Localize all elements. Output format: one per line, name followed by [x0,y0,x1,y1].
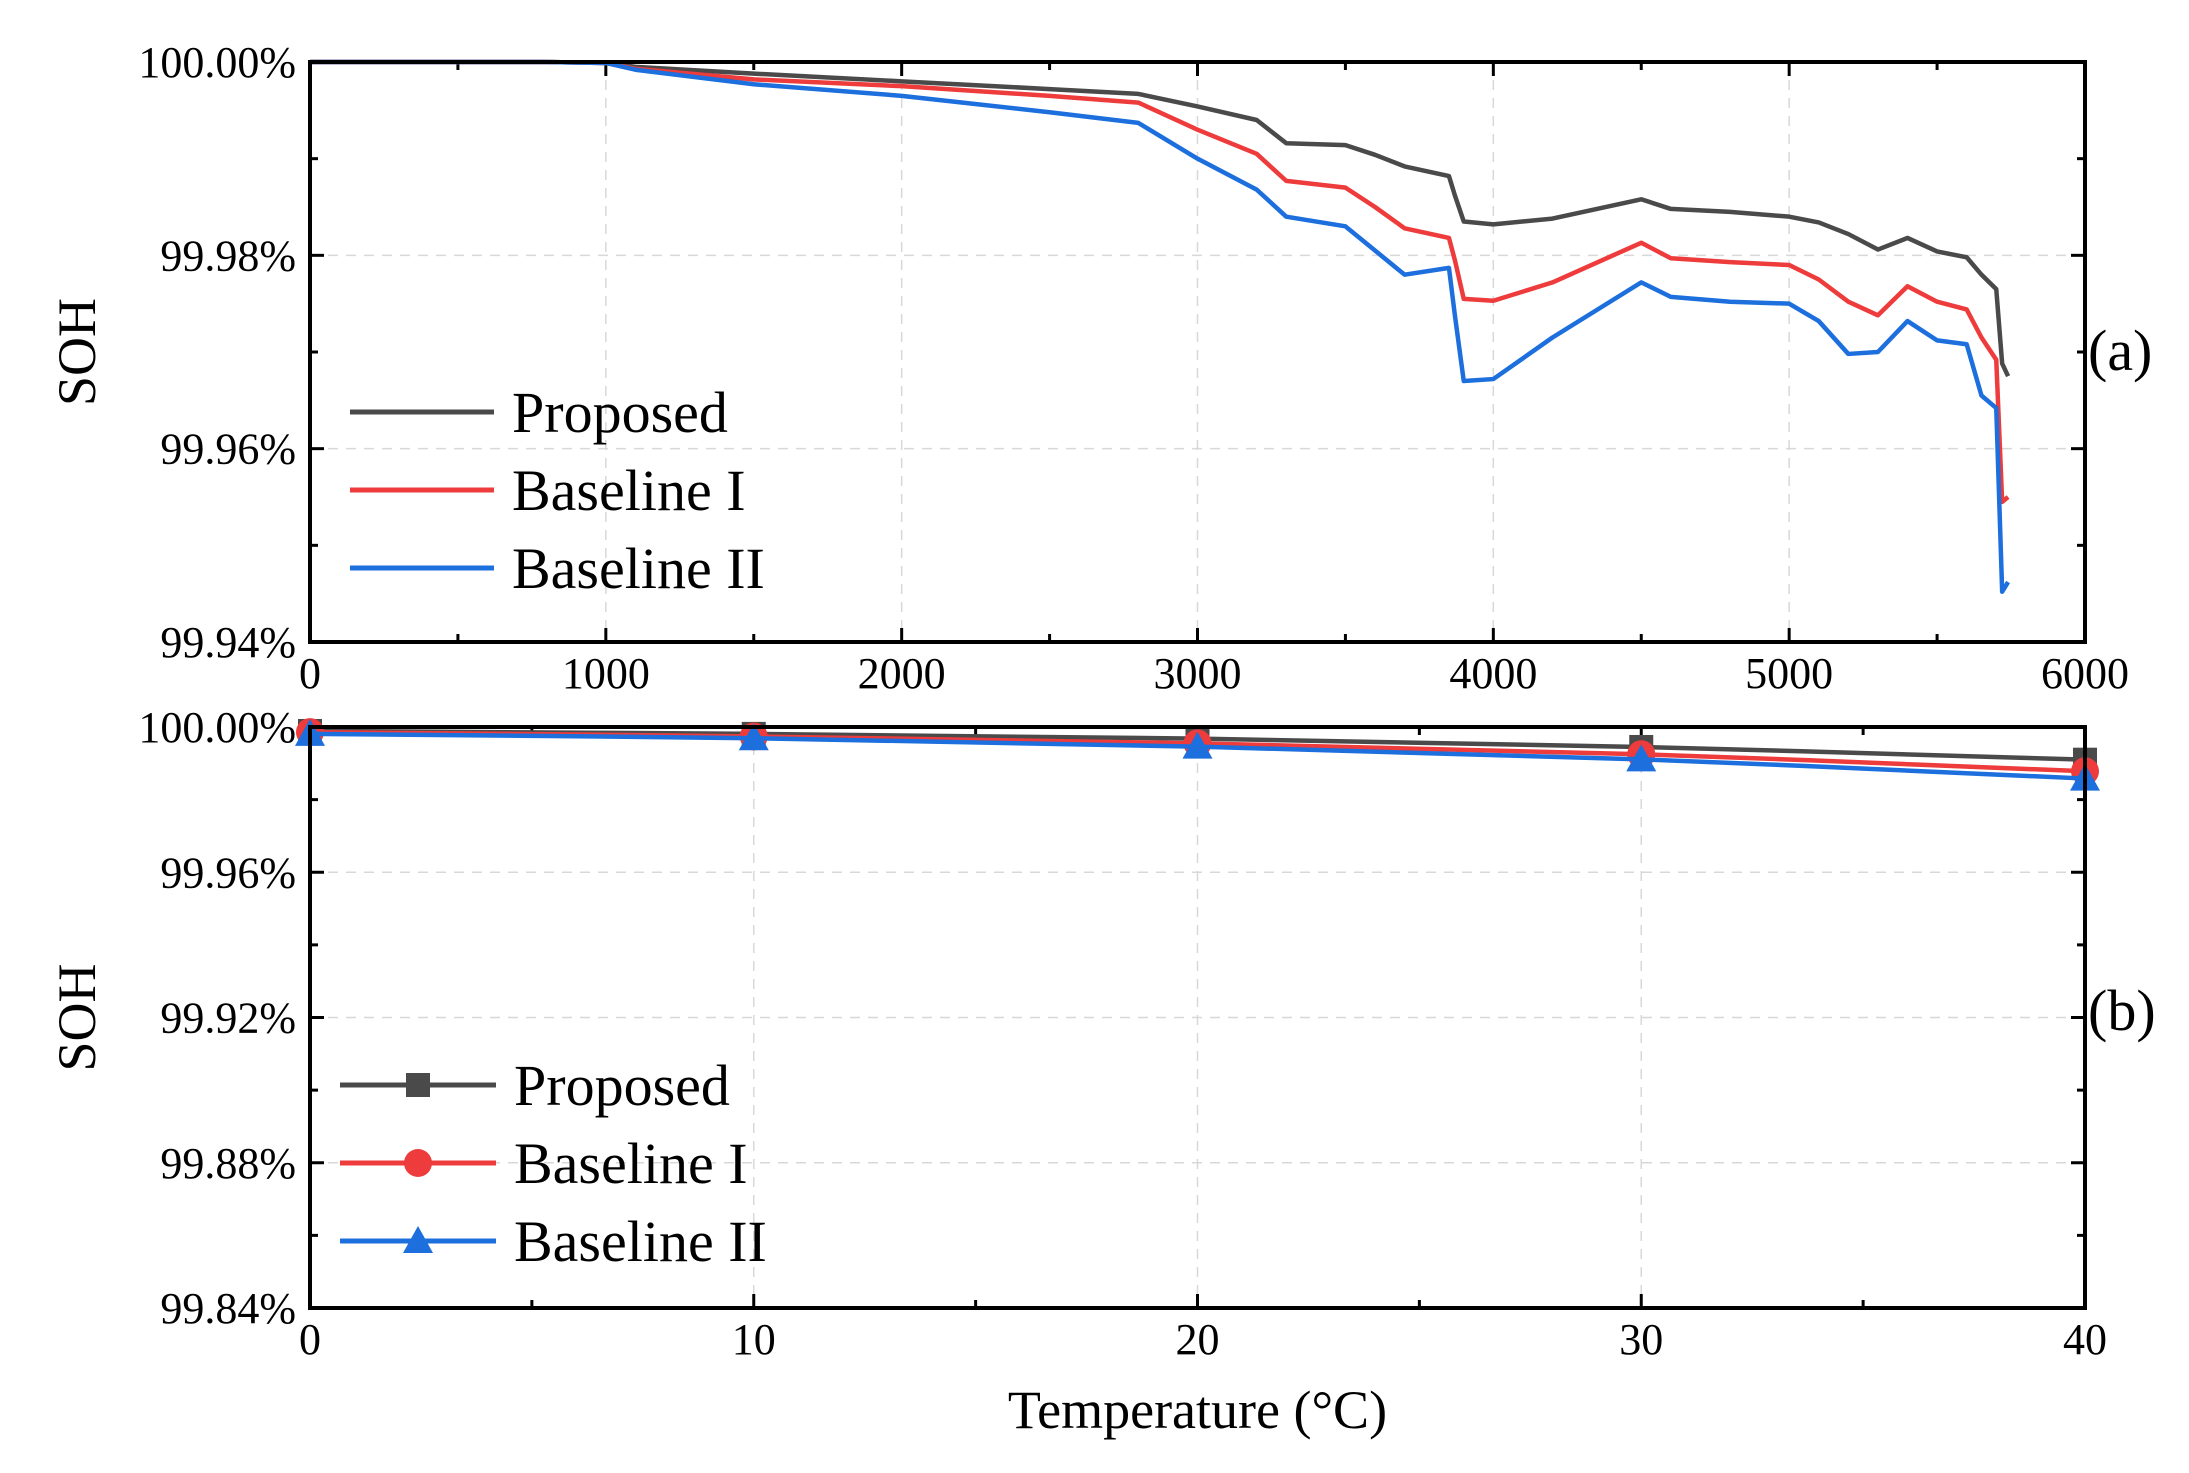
y-tick-label: 100.00% [138,703,296,752]
data-point-marker [1182,731,1213,759]
legend-label: Proposed [512,380,728,445]
x-tick-label: 10 [732,1315,776,1364]
x-tick-label: 0 [299,1315,321,1364]
x-tick-label: 5000 [1745,649,1833,698]
x-tick-label: 2000 [858,649,946,698]
chart-panel-a: 0 1000 2000 3000 4000 5000 6000 99.94% 99.96% 99.… [47,38,2152,698]
series-line [310,59,2010,594]
y-tick-label: 99.88% [160,1139,296,1188]
y-tick-label: 99.92% [160,994,296,1043]
legend-label: Baseline II [514,1209,767,1274]
x-tick-label: 1000 [562,649,650,698]
y-axis-title: SOH [47,298,107,406]
x-tick-label: 30 [1619,1315,1663,1364]
legend-label: Proposed [514,1053,730,1118]
panel-label: (b) [2088,978,2156,1043]
y-tick-label: 99.84% [160,1284,296,1333]
y-tick-label: 100.00% [138,38,296,87]
series-line [310,59,2010,505]
data-point-marker [1626,744,1657,772]
plot-frame [308,60,2087,644]
legend-marker [404,1149,432,1177]
legend-marker [403,1226,433,1253]
series-proposed [310,59,2011,378]
y-tick-label: 99.96% [160,848,296,897]
x-tick-label: 40 [2063,1315,2107,1364]
y-tick-label: 99.96% [160,425,296,474]
series-baseline-i [310,59,2010,505]
panel-label: (a) [2088,318,2152,383]
series-line [310,59,2011,378]
legend-label: Baseline I [514,1131,748,1196]
chart-panel-b: 0 10 20 30 40 99.84% 99.88% 99.92% 99.96% 100.00%… [47,703,2156,1440]
x-tick-label: 6000 [2041,649,2129,698]
legend-marker [406,1073,430,1097]
y-tick-label: 99.98% [160,231,296,280]
series-baseline-ii [310,59,2010,594]
plot-frame [308,725,2087,1310]
y-axis-title: SOH [47,963,107,1071]
x-tick-label: 3000 [1154,649,1242,698]
x-tick-label: 4000 [1449,649,1537,698]
data-point-marker [738,723,769,751]
x-tick-label: 0 [299,649,321,698]
y-tick-label: 99.94% [160,618,296,667]
legend-label: Baseline II [512,536,765,601]
x-tick-label: 20 [1176,1315,1220,1364]
x-axis-title: Temperature (°C) [1008,1380,1387,1440]
legend-label: Baseline I [512,458,746,523]
